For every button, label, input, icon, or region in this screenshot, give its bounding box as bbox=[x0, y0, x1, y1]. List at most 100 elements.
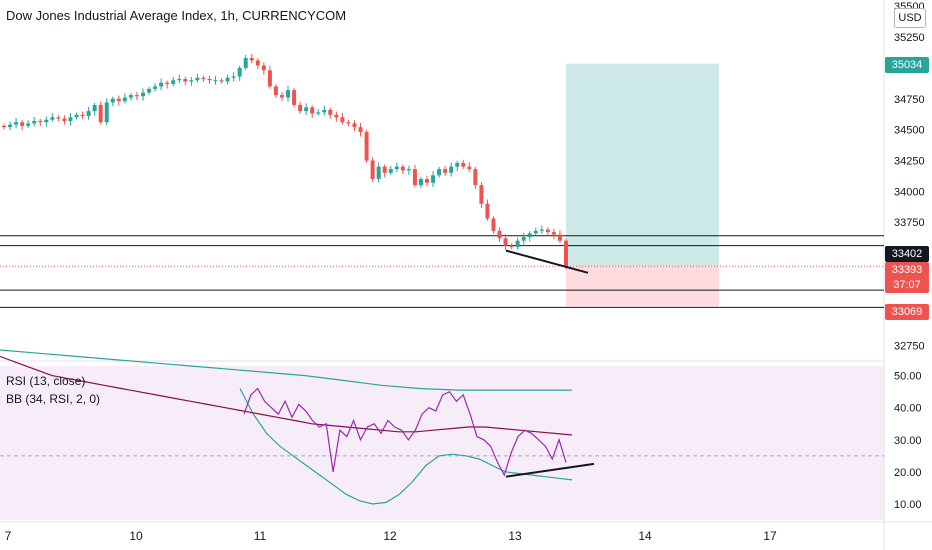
current-price-tag: 33402 bbox=[885, 246, 929, 262]
bb-basis-line bbox=[0, 355, 573, 436]
time-tick-label: 13 bbox=[508, 529, 522, 543]
candle-body bbox=[147, 88, 152, 93]
candle-body bbox=[207, 79, 212, 81]
candle-body bbox=[503, 238, 508, 246]
candle-body bbox=[370, 160, 375, 179]
candle-body bbox=[68, 117, 73, 121]
rsi-line bbox=[243, 387, 567, 477]
candle-body bbox=[564, 240, 568, 267]
candle-body bbox=[292, 90, 297, 105]
candle-body bbox=[183, 79, 188, 82]
currency-selector[interactable]: USD bbox=[894, 8, 926, 28]
candle-body bbox=[497, 230, 502, 239]
candle-body bbox=[461, 162, 466, 167]
price-tick-label: 34750 bbox=[894, 94, 925, 106]
candle-body bbox=[479, 185, 484, 204]
candle-body bbox=[322, 109, 327, 113]
candle-body bbox=[298, 104, 303, 112]
candle-body bbox=[44, 119, 49, 123]
chart-title: Dow Jones Industrial Average Index, 1h, … bbox=[6, 8, 347, 23]
candle-body bbox=[412, 169, 417, 186]
candle-body bbox=[346, 122, 351, 124]
candle-body bbox=[140, 92, 145, 97]
candle-body bbox=[104, 102, 109, 123]
candle-body bbox=[38, 120, 43, 123]
target-price-tag: 35034 bbox=[885, 57, 929, 73]
candle-body bbox=[213, 80, 218, 82]
rsi-tick-label: 30.00 bbox=[894, 435, 922, 447]
candle-body bbox=[32, 120, 37, 124]
candle-body bbox=[86, 111, 91, 117]
rsi-tick-label: 50.00 bbox=[894, 371, 922, 383]
candle-body bbox=[189, 80, 194, 82]
time-tick-label: 10 bbox=[129, 529, 143, 543]
bb-legend-label[interactable]: BB (34, RSI, 2, 0) bbox=[6, 392, 101, 406]
rsi-background bbox=[0, 366, 884, 520]
candle-body bbox=[382, 166, 387, 173]
time-tick-label: 12 bbox=[383, 529, 397, 543]
candle-body bbox=[400, 166, 405, 171]
time-tick-label: 17 bbox=[763, 529, 777, 543]
candle-body bbox=[443, 169, 448, 173]
rsi-legend-label[interactable]: RSI (13, close) bbox=[6, 374, 86, 388]
bb-upper-band bbox=[0, 349, 572, 391]
candle-body bbox=[425, 179, 430, 183]
candle-body bbox=[358, 127, 363, 133]
candle-body bbox=[418, 179, 423, 186]
candle-body bbox=[310, 107, 315, 114]
candle-body bbox=[273, 86, 278, 96]
candle-body bbox=[98, 104, 103, 123]
candle-body bbox=[431, 175, 436, 183]
candle-body bbox=[219, 80, 224, 82]
profit-zone bbox=[566, 63, 719, 267]
candle-body bbox=[437, 169, 442, 176]
candle-body bbox=[388, 169, 393, 173]
candle-body bbox=[491, 218, 496, 231]
price-tick-label: 32750 bbox=[894, 341, 925, 353]
candle-body bbox=[56, 117, 61, 119]
price-tick-label: 34250 bbox=[894, 155, 925, 167]
rsi-tick-label: 40.00 bbox=[894, 403, 922, 415]
candle-body bbox=[2, 125, 6, 128]
candle-body bbox=[455, 162, 460, 167]
candle-body bbox=[539, 229, 544, 231]
candle-body bbox=[557, 234, 562, 241]
candle-body bbox=[14, 122, 19, 125]
candle-body bbox=[195, 77, 200, 81]
candle-body bbox=[74, 114, 79, 118]
time-tick-label: 11 bbox=[254, 529, 267, 543]
candle-body bbox=[473, 169, 478, 186]
candle-body bbox=[122, 97, 127, 102]
candle-body bbox=[515, 240, 520, 247]
candle-body bbox=[328, 109, 333, 115]
candle-body bbox=[225, 77, 230, 82]
candle-body bbox=[201, 77, 206, 80]
candle-body bbox=[171, 80, 176, 84]
candle-body bbox=[509, 245, 514, 247]
candle-body bbox=[255, 60, 260, 66]
stop-price-tag: 33069 bbox=[885, 304, 929, 320]
candle-body bbox=[26, 123, 31, 126]
candle-body bbox=[237, 67, 242, 77]
rsi-trendline bbox=[505, 462, 595, 478]
candle-body bbox=[334, 114, 339, 118]
candle-body bbox=[231, 76, 236, 78]
rsi-tick-label: 10.00 bbox=[894, 499, 922, 511]
candle-body bbox=[304, 107, 309, 112]
candle-body bbox=[316, 112, 321, 114]
candle-body bbox=[279, 95, 284, 98]
candle-body bbox=[521, 237, 526, 241]
candle-body bbox=[50, 117, 55, 120]
price-tick-label: 33750 bbox=[894, 217, 925, 229]
candle-body bbox=[267, 70, 272, 87]
candle-body bbox=[527, 233, 532, 238]
time-tick-label: 14 bbox=[638, 529, 652, 543]
candle-body bbox=[165, 82, 170, 84]
candle-body bbox=[551, 232, 556, 235]
candle-body bbox=[128, 95, 133, 98]
candle-body bbox=[20, 122, 25, 126]
candle-body bbox=[485, 203, 490, 219]
candle-body bbox=[406, 169, 411, 171]
